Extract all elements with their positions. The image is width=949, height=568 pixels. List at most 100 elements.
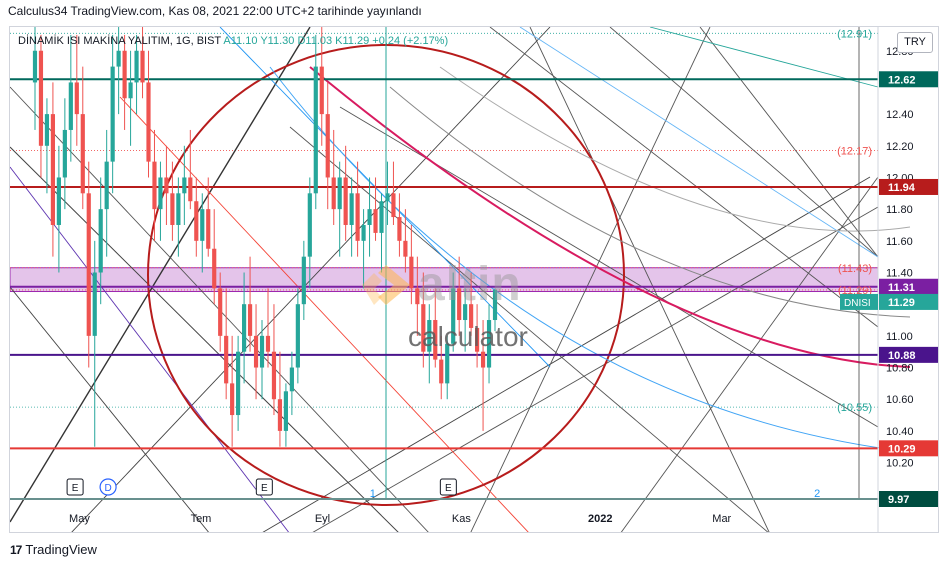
candle-body-49 [325, 114, 330, 178]
currency-button[interactable]: TRY [897, 32, 933, 53]
candle-body-73 [469, 304, 474, 328]
cycle-label: 2 [814, 488, 820, 500]
candle-body-21 [158, 177, 163, 210]
candle-body-55 [361, 224, 366, 241]
candle-body-10 [92, 272, 97, 336]
fib-label: (12.91) [837, 28, 872, 40]
event-marker-label: E [445, 483, 452, 494]
footer: 17 TradingView [10, 542, 97, 557]
candle-body-20 [152, 161, 157, 210]
candle-body-77 [492, 289, 498, 321]
level-tag-bg-2 [879, 278, 938, 295]
candle-body-9 [86, 193, 91, 336]
trend-line-11 [699, 27, 879, 258]
level-tag-label: 11.94 [888, 182, 916, 194]
candle-body-41 [277, 399, 283, 431]
chart-frame[interactable]: 12.8012.6012.4012.2012.0011.8011.6011.40… [9, 26, 939, 533]
y-tick-label: 10.80 [886, 363, 914, 375]
earnings-marker-icon [66, 478, 84, 496]
level-tag-label: 9.97 [888, 494, 909, 506]
candlestick-chart[interactable]: 12.8012.6012.4012.2012.0011.8011.6011.40… [10, 27, 939, 533]
legend-change: +0.24 (+2.17%) [372, 35, 449, 47]
candle-body-70 [451, 288, 456, 344]
trend-line-16 [119, 96, 529, 532]
x-tick-label: Mar [712, 513, 731, 525]
candle-body-66 [427, 320, 432, 352]
level-tag-bg-0 [879, 71, 938, 88]
grey-arc [389, 86, 911, 318]
candle-body-34 [236, 351, 241, 416]
candle-body-62 [403, 240, 408, 257]
trend-line-10 [609, 27, 879, 258]
candle-body-61 [397, 217, 402, 241]
candle-body-59 [385, 193, 390, 202]
candle-body-38 [259, 335, 265, 368]
legend-open: A11.10 [223, 35, 258, 47]
candle-body-57 [373, 209, 378, 233]
candle-body-43 [289, 367, 294, 392]
candle-body-16 [128, 82, 133, 99]
legend-high: Y11.30 [260, 35, 295, 47]
level-tag-label: 10.29 [888, 443, 916, 455]
x-tick-label: Tem [191, 513, 212, 525]
earnings-marker-icon [439, 478, 457, 496]
y-tick-label: 11.60 [886, 236, 913, 248]
candle-body-54 [355, 193, 360, 241]
x-tick-label: 2022 [588, 513, 612, 525]
candle-body-68 [439, 359, 444, 384]
candle-body-3 [50, 114, 56, 225]
trend-line-2 [10, 286, 209, 532]
candle-body-0 [32, 50, 38, 83]
trend-line-17 [10, 166, 290, 532]
candle-body-15 [122, 50, 127, 99]
footer-brand: TradingView [25, 542, 97, 557]
candle-body-40 [271, 351, 277, 400]
y-tick-label: 10.60 [886, 394, 914, 406]
level-tag-label: 10.88 [888, 350, 916, 362]
candle-body-11 [98, 209, 103, 273]
candle-body-17 [134, 50, 139, 83]
candle-body-53 [349, 193, 354, 225]
candle-body-42 [283, 391, 289, 431]
candle-body-32 [224, 335, 229, 384]
candle-body-4 [56, 177, 61, 225]
candle-body-44 [295, 304, 300, 368]
candle-body-47 [313, 66, 318, 194]
cycle-label: 1 [370, 488, 376, 500]
trend-line-18 [519, 27, 879, 258]
candle-body-8 [80, 114, 85, 194]
y-tick-label: 11.80 [886, 204, 913, 216]
level-tag-bg-5 [879, 491, 938, 507]
fib-label: (12.17) [837, 146, 872, 158]
candle-body-67 [433, 320, 438, 360]
candle-body-76 [486, 320, 492, 368]
candle-body-31 [218, 288, 223, 336]
level-tag-label: 11.31 [888, 282, 915, 294]
trend-line-7 [339, 106, 879, 428]
candle-body-25 [182, 177, 187, 194]
candle-body-5 [62, 129, 67, 178]
pink-arc [309, 66, 911, 368]
x-tick-label: May [69, 513, 90, 525]
candle-body-24 [176, 193, 181, 225]
candle-body-45 [301, 256, 306, 305]
candle-body-7 [74, 82, 79, 115]
candle-body-52 [343, 177, 348, 225]
candle-body-46 [307, 193, 312, 257]
candle-body-26 [188, 177, 193, 202]
y-tick-label: 11.40 [886, 268, 913, 280]
level-tag-bg-1 [879, 178, 938, 195]
current-price-label: 11.29 [888, 297, 915, 309]
symbol-tag-bg [840, 293, 878, 310]
symbol-tag-label: DNISI [844, 298, 871, 309]
y-tick-label: 10.20 [886, 458, 914, 470]
trend-line-9 [489, 27, 879, 328]
tradingview-logo-icon: 17 [10, 542, 22, 557]
event-marker-label: D [104, 483, 111, 494]
y-tick-label: 12.20 [886, 141, 914, 153]
candle-body-56 [367, 209, 372, 225]
candle-body-48 [319, 66, 324, 115]
candle-body-2 [44, 114, 50, 146]
legend-symbol: DİNAMİK ISI MAKİNA YALITIM, 1G, BIST [18, 35, 221, 47]
candle-body-60 [391, 193, 396, 218]
